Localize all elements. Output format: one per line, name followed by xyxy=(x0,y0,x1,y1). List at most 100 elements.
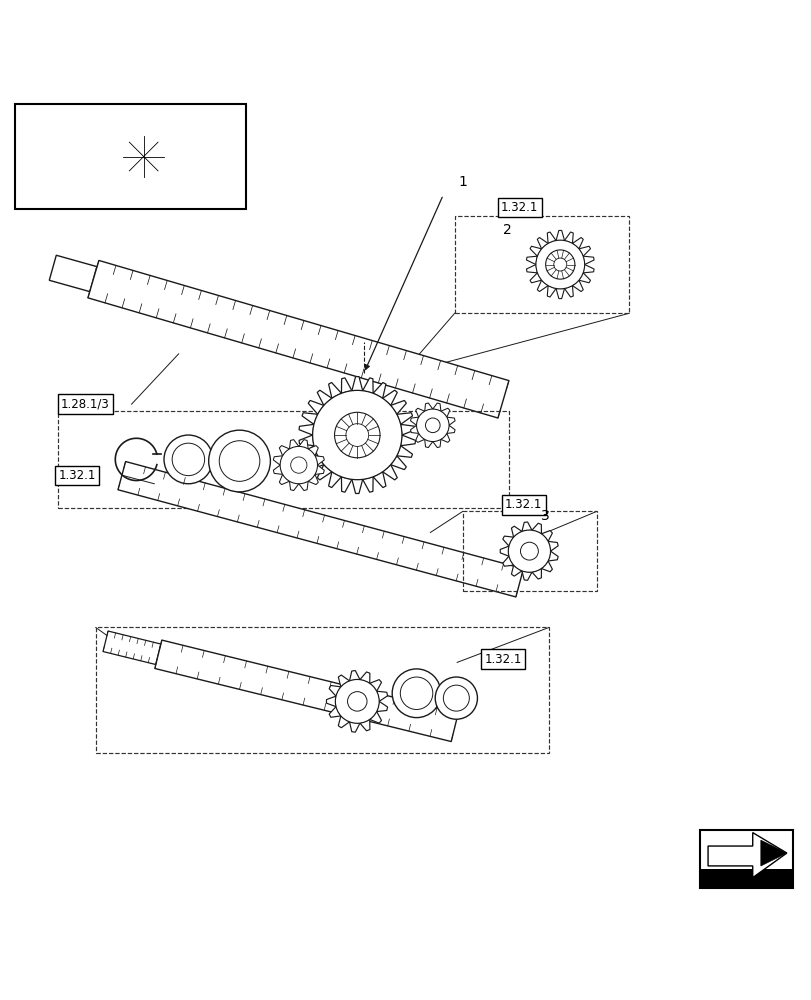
Bar xyxy=(700,869,792,887)
Polygon shape xyxy=(302,413,317,424)
Polygon shape xyxy=(382,465,397,480)
Polygon shape xyxy=(410,417,418,425)
Polygon shape xyxy=(400,435,415,446)
Polygon shape xyxy=(19,112,221,196)
Polygon shape xyxy=(273,456,282,465)
Polygon shape xyxy=(298,424,314,435)
Polygon shape xyxy=(390,400,406,414)
Polygon shape xyxy=(49,255,97,292)
Circle shape xyxy=(114,126,174,187)
Polygon shape xyxy=(502,536,513,546)
Bar xyxy=(462,511,596,591)
Bar xyxy=(699,830,792,888)
Polygon shape xyxy=(432,439,440,448)
Text: 1.28.1/3: 1.28.1/3 xyxy=(61,398,109,411)
Polygon shape xyxy=(424,403,432,411)
Circle shape xyxy=(334,412,380,458)
Polygon shape xyxy=(373,383,385,398)
Polygon shape xyxy=(390,456,406,470)
Circle shape xyxy=(535,240,584,289)
Circle shape xyxy=(443,685,469,711)
Polygon shape xyxy=(707,833,786,878)
Circle shape xyxy=(553,258,566,271)
Polygon shape xyxy=(88,260,508,418)
Polygon shape xyxy=(511,565,521,576)
Polygon shape xyxy=(382,390,397,405)
Text: 1: 1 xyxy=(458,175,466,189)
Polygon shape xyxy=(351,479,363,493)
Polygon shape xyxy=(446,425,454,433)
Polygon shape xyxy=(537,280,547,292)
Polygon shape xyxy=(308,456,324,470)
Polygon shape xyxy=(440,433,449,442)
Polygon shape xyxy=(397,446,412,457)
Polygon shape xyxy=(103,631,161,665)
Polygon shape xyxy=(556,230,564,241)
Circle shape xyxy=(392,669,440,718)
Polygon shape xyxy=(760,840,786,866)
Circle shape xyxy=(345,424,368,446)
Polygon shape xyxy=(289,440,298,449)
Polygon shape xyxy=(341,477,351,492)
Polygon shape xyxy=(578,246,590,256)
Circle shape xyxy=(425,418,440,433)
Circle shape xyxy=(164,435,212,484)
Polygon shape xyxy=(328,707,341,717)
Text: 1.32.1: 1.32.1 xyxy=(58,469,96,482)
Polygon shape xyxy=(521,571,531,580)
Polygon shape xyxy=(359,672,370,683)
Polygon shape xyxy=(432,403,440,411)
Circle shape xyxy=(208,430,270,492)
Bar xyxy=(454,216,629,313)
Polygon shape xyxy=(547,541,557,551)
Circle shape xyxy=(290,457,307,473)
Polygon shape xyxy=(363,378,373,393)
Polygon shape xyxy=(572,280,582,292)
Polygon shape xyxy=(359,719,370,731)
Polygon shape xyxy=(315,465,324,474)
Text: 1.32.1: 1.32.1 xyxy=(484,653,521,666)
Polygon shape xyxy=(526,265,537,273)
Polygon shape xyxy=(298,481,308,491)
Polygon shape xyxy=(155,640,457,742)
Circle shape xyxy=(280,446,317,484)
Polygon shape xyxy=(530,273,541,283)
Polygon shape xyxy=(415,408,424,417)
Polygon shape xyxy=(328,383,341,398)
Polygon shape xyxy=(369,712,381,723)
Polygon shape xyxy=(369,680,381,691)
Polygon shape xyxy=(547,551,557,561)
Polygon shape xyxy=(502,556,513,566)
Text: 2: 2 xyxy=(503,223,511,237)
Polygon shape xyxy=(572,237,582,249)
Circle shape xyxy=(335,679,379,723)
Polygon shape xyxy=(298,435,314,446)
Polygon shape xyxy=(326,696,336,707)
Circle shape xyxy=(435,677,477,719)
Bar xyxy=(58,411,508,508)
Polygon shape xyxy=(118,462,523,597)
Polygon shape xyxy=(273,465,282,474)
Text: 3: 3 xyxy=(541,509,549,523)
Circle shape xyxy=(121,134,166,179)
Polygon shape xyxy=(279,446,289,456)
Polygon shape xyxy=(547,232,556,243)
Bar xyxy=(96,627,548,753)
Polygon shape xyxy=(415,433,424,442)
Polygon shape xyxy=(521,522,531,531)
Polygon shape xyxy=(328,685,341,696)
Polygon shape xyxy=(315,456,324,465)
Polygon shape xyxy=(302,446,317,457)
Polygon shape xyxy=(341,378,351,393)
Polygon shape xyxy=(400,424,415,435)
Polygon shape xyxy=(308,446,318,456)
Polygon shape xyxy=(424,439,432,448)
Polygon shape xyxy=(397,413,412,424)
Circle shape xyxy=(347,692,367,711)
Circle shape xyxy=(172,443,204,476)
Polygon shape xyxy=(541,531,551,541)
Polygon shape xyxy=(373,472,385,488)
Circle shape xyxy=(312,390,401,480)
Polygon shape xyxy=(376,701,387,712)
Polygon shape xyxy=(363,477,373,492)
